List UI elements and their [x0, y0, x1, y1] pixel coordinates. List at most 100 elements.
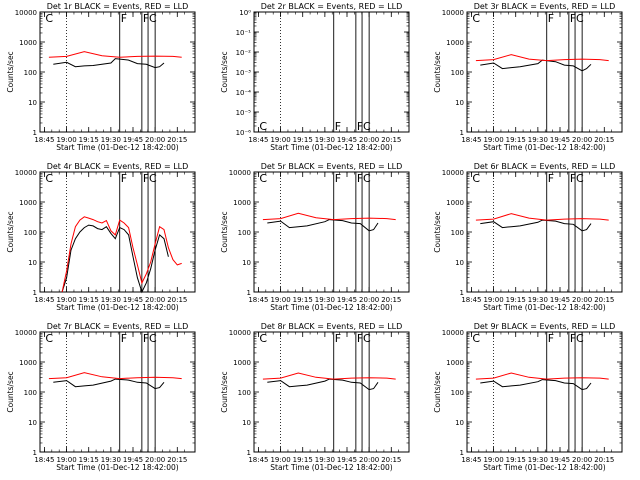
x-axis-label: Start Time (01-Dec-12 18:42:00)	[270, 303, 392, 312]
flag-letter: C	[259, 120, 267, 133]
panel-title: Det 8r BLACK = Events, RED = LLD	[261, 322, 403, 331]
y-tick-label: 10000	[442, 9, 464, 17]
x-axis-label: Start Time (01-Dec-12 18:42:00)	[56, 143, 178, 152]
x-tick-label: 19:00	[483, 296, 503, 304]
x-tick-label: 18:45	[248, 456, 268, 464]
x-tick-label: 18:45	[34, 456, 54, 464]
plot-frame	[253, 11, 410, 133]
x-tick-label: 18:45	[34, 136, 54, 144]
y-tick-label: 10⁻⁴	[236, 89, 252, 97]
y-tick-label: 10000	[15, 9, 37, 17]
x-axis-label: Start Time (01-Dec-12 18:42:00)	[56, 463, 178, 472]
x-tick-label: 19:45	[550, 296, 570, 304]
x-tick-label: 19:45	[123, 296, 143, 304]
plot-frame	[39, 11, 196, 133]
y-tick-label: 100	[238, 229, 251, 237]
y-tick-label: 100	[24, 389, 37, 397]
y-axis-label: Counts/sec	[6, 51, 15, 92]
y-tick-label: 1	[33, 289, 37, 297]
flag-letter: C	[472, 332, 480, 345]
panel-title: Det 7r BLACK = Events, RED = LLD	[47, 322, 189, 331]
y-tick-label: 1000	[19, 39, 37, 47]
flag-letter: F	[357, 172, 363, 185]
flag-letter: F	[570, 332, 576, 345]
panel-title: Det 2r BLACK = Events, RED = LLD	[261, 2, 403, 11]
x-tick-label: 19:45	[550, 456, 570, 464]
x-tick-label: 20:15	[167, 456, 187, 464]
y-tick-label: 10	[28, 419, 37, 427]
panel-title: Det 3r BLACK = Events, RED = LLD	[474, 2, 616, 11]
x-tick-label: 19:45	[123, 456, 143, 464]
x-tick-label: 19:15	[293, 296, 313, 304]
y-tick-label: 1	[460, 289, 464, 297]
x-tick-label: 20:15	[381, 136, 401, 144]
y-axis-label: Counts/sec	[433, 371, 442, 412]
y-tick-label: 10	[28, 259, 37, 267]
x-tick-label: 19:30	[528, 136, 548, 144]
series-line-lld	[61, 216, 182, 293]
series-line-events	[61, 224, 169, 294]
x-tick-label: 18:45	[248, 136, 268, 144]
y-tick-label: 10⁻⁶	[236, 129, 252, 137]
panel-8: Det 8r BLACK = Events, RED = LLD 1 10 100 10…	[220, 322, 410, 472]
x-axis-label: Start Time (01-Dec-12 18:42:00)	[56, 303, 178, 312]
y-axis-label: Counts/sec	[220, 211, 229, 252]
series-line-events	[480, 379, 592, 391]
y-tick-label: 10000	[442, 169, 464, 177]
flag-letter: F	[143, 12, 149, 25]
x-tick-label: 20:15	[167, 136, 187, 144]
series-line-lld	[262, 212, 396, 221]
flag-letter: C	[45, 172, 53, 185]
y-axis-label: Counts/sec	[6, 371, 15, 412]
x-tick-label: 19:30	[528, 456, 548, 464]
flag-letter: C	[576, 12, 584, 25]
flag-letter: C	[149, 172, 157, 185]
series-line-lld	[475, 213, 609, 221]
y-axis-label: Counts/sec	[220, 51, 229, 92]
plot-frame	[253, 171, 410, 293]
y-tick-label: 10⁻³	[236, 69, 252, 77]
series-line-events	[267, 378, 379, 391]
y-tick-label: 10⁻¹	[236, 29, 252, 37]
panel-title: Det 1r BLACK = Events, RED = LLD	[47, 2, 189, 11]
x-tick-label: 19:15	[506, 136, 526, 144]
x-tick-label: 19:15	[293, 136, 313, 144]
x-tick-label: 19:30	[315, 296, 335, 304]
x-tick-label: 18:45	[461, 456, 481, 464]
flag-letter: F	[121, 172, 127, 185]
x-tick-label: 20:15	[381, 456, 401, 464]
x-tick-label: 20:00	[359, 296, 379, 304]
flag-letter: F	[335, 172, 341, 185]
y-axis-label: Counts/sec	[6, 211, 15, 252]
panel-3: Det 3r BLACK = Events, RED = LLD 1 10 100 10…	[433, 2, 623, 152]
plot-frame	[39, 331, 196, 453]
flag-letter: C	[259, 172, 267, 185]
x-tick-label: 20:00	[572, 296, 592, 304]
y-tick-label: 100	[451, 229, 464, 237]
x-tick-label: 20:00	[359, 456, 379, 464]
x-tick-label: 19:15	[506, 456, 526, 464]
series-line-lld	[475, 54, 609, 62]
x-tick-label: 19:00	[56, 296, 76, 304]
plot-frame	[466, 11, 623, 133]
y-tick-label: 10	[455, 259, 464, 267]
x-tick-label: 20:00	[572, 136, 592, 144]
x-tick-label: 19:00	[270, 136, 290, 144]
x-tick-label: 19:30	[101, 296, 121, 304]
x-tick-label: 19:45	[337, 456, 357, 464]
y-tick-label: 1	[33, 129, 37, 137]
panel-title: Det 5r BLACK = Events, RED = LLD	[261, 162, 403, 171]
y-tick-label: 1000	[19, 359, 37, 367]
flag-letter: C	[259, 332, 267, 345]
y-tick-label: 1000	[446, 359, 464, 367]
x-tick-label: 19:00	[483, 136, 503, 144]
series-line-lld	[48, 372, 182, 380]
y-tick-label: 100	[451, 389, 464, 397]
flag-letter: F	[143, 332, 149, 345]
x-tick-label: 19:45	[123, 136, 143, 144]
series-line-events	[480, 59, 592, 72]
series-line-lld	[48, 51, 182, 58]
y-tick-label: 1	[247, 289, 251, 297]
y-tick-label: 10⁻²	[236, 49, 252, 57]
